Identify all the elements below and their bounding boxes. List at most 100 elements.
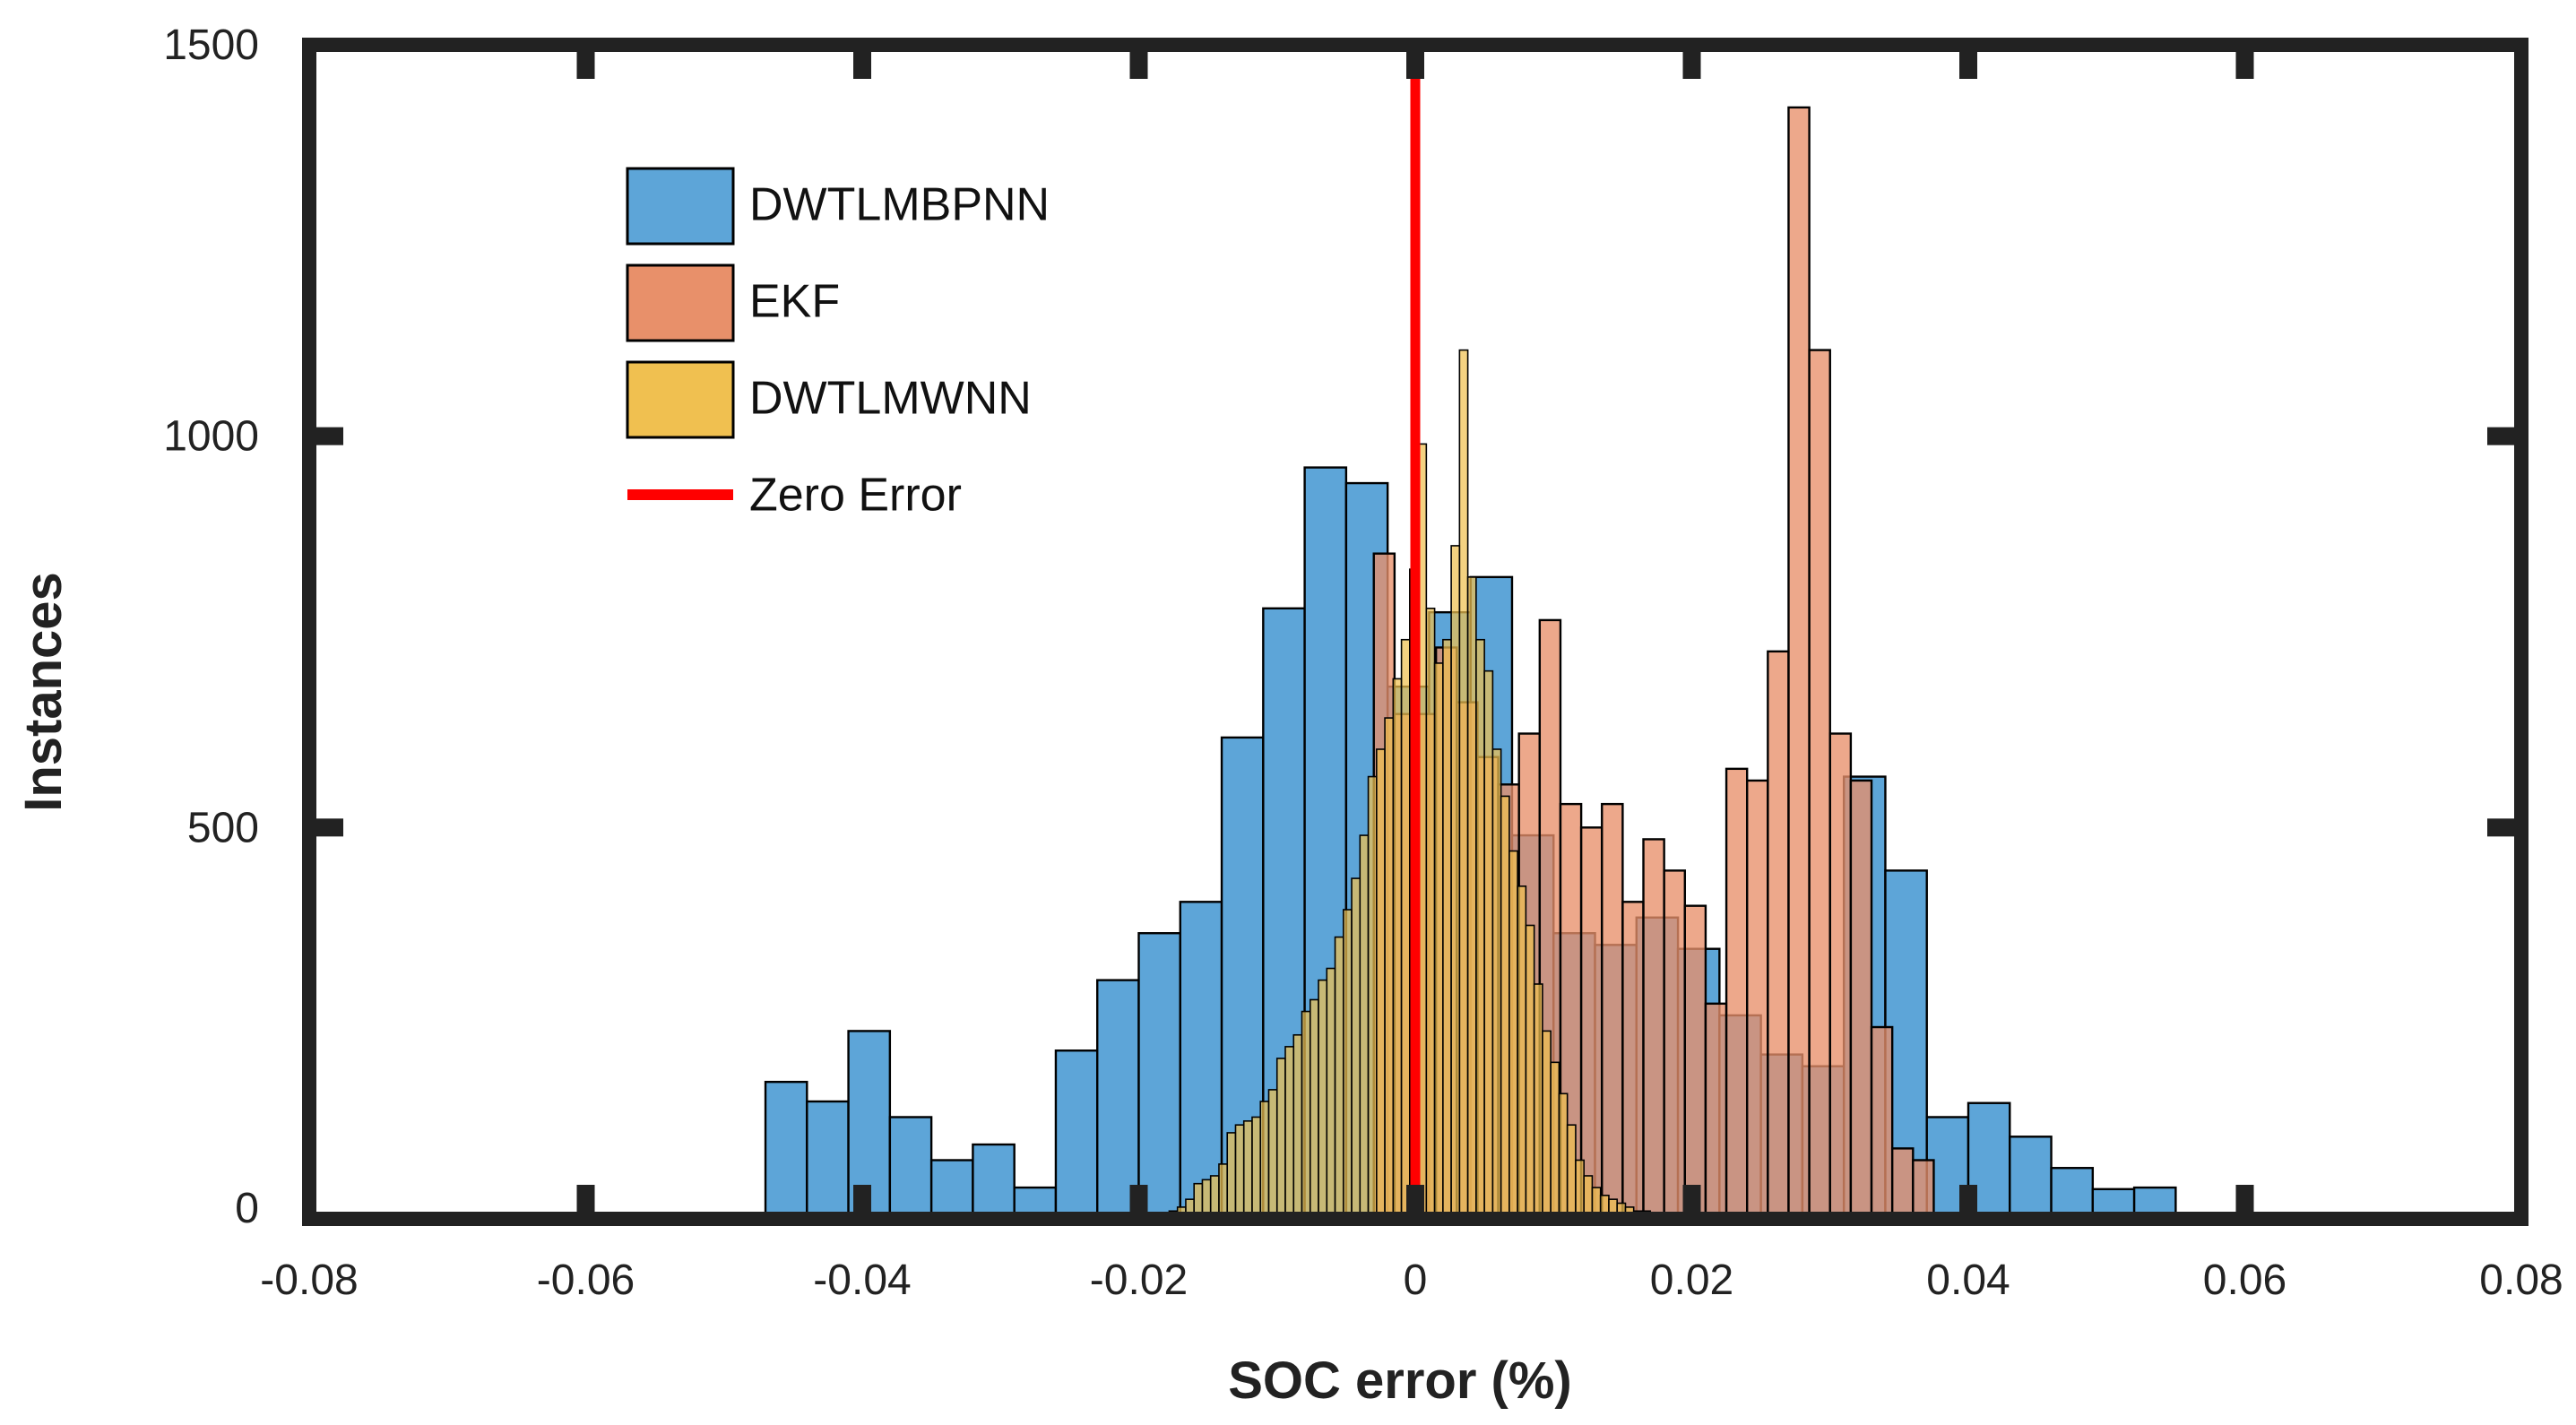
histogram-bar-ekf: [1725, 767, 1749, 1221]
x-tick-label: 0.06: [2203, 1257, 2286, 1304]
histogram-bar-dwtlmwnn: [1575, 1159, 1585, 1220]
x-tick-mark: [1129, 45, 1148, 79]
histogram-bar-dwtlmwnn: [1226, 1132, 1237, 1220]
histogram-bar-dwtlmwnn: [1525, 924, 1535, 1220]
x-tick-label: -0.08: [260, 1257, 358, 1304]
histogram-bar-ekf: [1704, 1002, 1728, 1221]
histogram-bar-dwtlmbpnn: [929, 1159, 974, 1221]
y-tick-mark: [2487, 818, 2521, 837]
histogram-bar-dwtlmwnn: [1309, 998, 1319, 1220]
histogram-bar-dwtlmwnn: [1442, 638, 1452, 1220]
histogram-bar-dwtlmwnn: [1301, 1010, 1311, 1220]
histogram-bar-ekf: [1642, 838, 1665, 1221]
y-tick-mark: [2487, 427, 2521, 445]
legend-label-dwtlmbpnn: DWTLMBPNN: [749, 179, 1050, 231]
histogram-bar-ekf: [1601, 802, 1624, 1221]
y-tick-label: 0: [235, 1185, 259, 1232]
x-tick-mark: [1406, 1185, 1424, 1219]
x-tick-mark: [853, 45, 871, 79]
histogram-bar-dwtlmwnn: [1326, 967, 1336, 1220]
histogram-bar-ekf: [1912, 1159, 1935, 1221]
x-tick-mark: [853, 1185, 871, 1219]
histogram-bar-dwtlmwnn: [1458, 349, 1469, 1220]
histogram-bar-dwtlmwnn: [1234, 1124, 1245, 1220]
x-tick-label: 0.02: [1650, 1257, 1733, 1304]
histogram-bar-dwtlmwnn: [1475, 638, 1485, 1220]
legend: DWTLMBPNN EKF DWTLMWNN Zero Error: [626, 167, 1050, 522]
histogram-bar-dwtlmbpnn: [806, 1100, 850, 1221]
histogram-bar-ekf: [1767, 650, 1790, 1221]
legend-swatch-ekf: [626, 263, 735, 342]
histogram-bar-dwtlmwnn: [1242, 1120, 1253, 1220]
histogram-bar-dwtlmwnn: [1500, 795, 1510, 1220]
histogram-bar-dwtlmwnn: [1367, 775, 1378, 1220]
y-tick-label: 1000: [163, 413, 259, 461]
histogram-bar-dwtlmbpnn: [972, 1143, 1016, 1221]
x-axis-title: SOC error (%): [1228, 1352, 1572, 1410]
histogram-bar-ekf: [1870, 1025, 1894, 1221]
legend-swatch-dwtlmwnn: [626, 360, 735, 439]
histogram-bar-dwtlmbpnn: [1054, 1049, 1099, 1221]
y-tick-label: 1500: [163, 22, 259, 69]
histogram-bar-dwtlmwnn: [1550, 1061, 1560, 1220]
histogram-bar-dwtlmbpnn: [1137, 932, 1181, 1221]
x-tick-mark: [576, 1185, 595, 1219]
histogram-bar-dwtlmwnn: [1483, 669, 1494, 1220]
x-tick-mark: [576, 45, 595, 79]
histogram-bar-dwtlmwnn: [1466, 576, 1477, 1220]
histogram-bar-dwtlmwnn: [1284, 1046, 1295, 1220]
histogram-bar-dwtlmbpnn: [1179, 901, 1223, 1221]
x-tick-mark: [1129, 1185, 1148, 1219]
legend-label-zero-error: Zero Error: [749, 470, 962, 522]
legend-swatch-dwtlmbpnn: [626, 167, 735, 246]
histogram-bar-dwtlmwnn: [1275, 1058, 1286, 1220]
y-tick-labels: 0 500 1000 1500: [163, 22, 259, 1232]
y-tick-mark: [309, 427, 343, 445]
histogram-bar-ekf: [1890, 1147, 1915, 1221]
histogram-bar-dwtlmwnn: [1450, 545, 1461, 1220]
histogram-bar-dwtlmbpnn: [1096, 979, 1140, 1221]
histogram-bar-ekf: [1808, 349, 1831, 1221]
x-tick-labels: -0.08 -0.06 -0.04 -0.02 0 0.02 0.04 0.06…: [260, 1257, 2563, 1304]
histogram-bar-ekf: [1621, 901, 1645, 1221]
histogram-bar-ekf: [1663, 869, 1686, 1221]
legend-label-ekf: EKF: [749, 276, 840, 328]
y-tick-label: 500: [187, 804, 259, 851]
histogram-bar-dwtlmbpnn: [888, 1116, 933, 1221]
x-tick-label: -0.04: [813, 1257, 911, 1304]
histogram-bar-dwtlmwnn: [1533, 983, 1543, 1220]
histogram-bar-ekf: [1787, 106, 1811, 1221]
x-tick-mark: [1682, 45, 1701, 79]
histogram-bar-dwtlmwnn: [1558, 1092, 1569, 1220]
histogram-bar-ekf: [1745, 779, 1769, 1221]
histogram-bar-dwtlmwnn: [1359, 834, 1370, 1220]
histogram-bar-dwtlmwnn: [1425, 607, 1436, 1220]
x-tick-label: 0.04: [1926, 1257, 2010, 1304]
x-tick-mark: [1406, 45, 1424, 79]
histogram-bar-dwtlmbpnn: [2050, 1167, 2095, 1221]
histogram-bar-dwtlmwnn: [1267, 1089, 1278, 1220]
histogram-bar-dwtlmwnn: [1351, 877, 1361, 1220]
y-axis-title: Instances: [14, 572, 73, 812]
x-tick-label: -0.06: [537, 1257, 635, 1304]
histogram-bar-dwtlmwnn: [1342, 909, 1353, 1220]
histogram-bar-dwtlmwnn: [1433, 662, 1444, 1220]
histogram-bar-dwtlmwnn: [1318, 979, 1328, 1220]
histogram-bar-dwtlmbpnn: [764, 1080, 808, 1221]
histogram-bar-dwtlmwnn: [1259, 1101, 1270, 1220]
histogram-bar-dwtlmwnn: [1292, 1033, 1303, 1220]
x-tick-label: 0.08: [2479, 1257, 2563, 1304]
histogram-bar-dwtlmwnn: [1517, 885, 1527, 1220]
histogram-bar-ekf: [1828, 732, 1853, 1221]
x-tick-mark: [2235, 45, 2254, 79]
x-tick-mark: [2235, 1185, 2254, 1219]
histogram-bar-dwtlmwnn: [1334, 936, 1344, 1220]
axis-ticks: [309, 45, 2521, 1219]
histogram-bar-ekf: [1849, 779, 1873, 1221]
histogram-bar-dwtlmwnn: [1251, 1116, 1262, 1220]
x-tick-mark: [1959, 1185, 1977, 1219]
histogram-bar-dwtlmwnn: [1491, 748, 1502, 1220]
x-tick-mark: [1959, 45, 1977, 79]
x-tick-mark: [1682, 1185, 1701, 1219]
